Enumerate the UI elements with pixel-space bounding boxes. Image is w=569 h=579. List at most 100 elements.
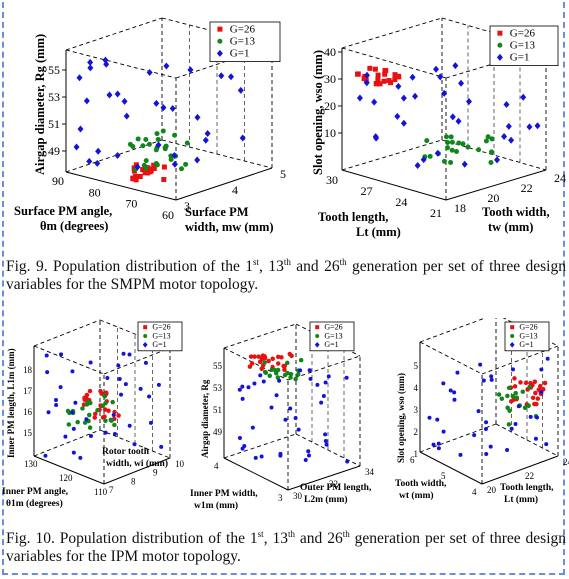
data-point xyxy=(267,373,273,379)
data-point xyxy=(71,450,76,455)
z-tick-label: 1 xyxy=(414,449,419,459)
x-axis-label: θm (degrees) xyxy=(40,219,108,233)
data-point xyxy=(282,367,287,373)
data-point xyxy=(323,432,328,437)
data-point xyxy=(306,449,311,454)
legend-entry: G=13 xyxy=(510,40,536,52)
data-point xyxy=(534,122,541,130)
data-point xyxy=(92,411,98,417)
data-point xyxy=(258,373,263,378)
data-point xyxy=(160,128,166,134)
data-point xyxy=(443,134,449,140)
data-point xyxy=(138,386,143,391)
y-tick-label: 34 xyxy=(365,467,375,477)
data-point xyxy=(44,353,49,358)
box-edge xyxy=(33,345,105,375)
data-point xyxy=(512,376,517,381)
figure-9-plots: 55 53 51 49 90 80 70 60 3 4 5 Airgap diameter, Rg (… xyxy=(14,17,566,239)
data-point xyxy=(84,417,89,422)
data-point xyxy=(395,82,402,90)
data-point xyxy=(248,354,254,359)
data-point xyxy=(344,375,349,380)
figure-10-caption: Fig. 10. Population distribution of the … xyxy=(6,530,566,566)
data-point xyxy=(154,162,160,168)
data-point xyxy=(445,145,451,151)
data-point xyxy=(523,380,529,386)
data-point xyxy=(142,170,148,176)
data-point xyxy=(76,74,83,82)
data-point xyxy=(414,162,421,170)
y-tick-label: 22 xyxy=(525,471,534,481)
data-point xyxy=(478,362,483,367)
data-point xyxy=(496,392,502,397)
data-point xyxy=(289,353,294,359)
x-tick-label: 90 xyxy=(52,174,64,188)
data-point xyxy=(127,352,132,357)
box-edge xyxy=(223,323,297,349)
data-point xyxy=(372,133,379,141)
data-point xyxy=(123,382,128,387)
data-point xyxy=(114,152,121,160)
data-point xyxy=(109,418,114,423)
data-point xyxy=(184,140,190,146)
data-point xyxy=(534,415,539,420)
data-point xyxy=(400,94,407,102)
y-axis-label: width, mw (mm) xyxy=(185,220,274,234)
data-point xyxy=(537,383,543,389)
data-point xyxy=(363,77,369,83)
data-point xyxy=(103,418,108,423)
data-point xyxy=(400,119,407,127)
data-point xyxy=(386,78,392,84)
data-point xyxy=(266,358,271,364)
data-point xyxy=(153,99,160,107)
x-axis xyxy=(419,451,483,485)
data-point xyxy=(112,431,117,436)
x-axis-label: Inner PM width, xyxy=(190,489,258,499)
data-point xyxy=(82,420,88,425)
data-point xyxy=(106,408,111,414)
data-point xyxy=(116,363,121,368)
box-edge xyxy=(419,318,487,343)
fig10-sup: st xyxy=(257,529,264,539)
data-point xyxy=(143,136,149,142)
data-point xyxy=(494,156,501,164)
data-point xyxy=(132,442,137,447)
data-point xyxy=(247,364,253,369)
y-axis xyxy=(445,169,547,201)
data-point xyxy=(237,86,244,94)
y-tick-label: 9 xyxy=(153,468,158,478)
data-point xyxy=(163,62,170,70)
data-point xyxy=(489,377,494,382)
data-point xyxy=(66,422,72,427)
data-point xyxy=(441,158,447,164)
z-axis-label: Inner PM length, L1m (mm) xyxy=(6,348,16,458)
data-point xyxy=(216,49,223,57)
box-edge xyxy=(99,319,171,349)
data-point xyxy=(489,374,494,379)
data-point xyxy=(130,176,136,182)
data-point xyxy=(100,403,106,409)
data-point xyxy=(293,376,298,382)
data-point xyxy=(273,370,279,376)
data-point xyxy=(394,112,401,120)
data-point xyxy=(445,139,451,145)
x-tick-label: 130 xyxy=(24,459,38,469)
y-axis-label: L2m (mm) xyxy=(304,494,348,505)
z-tick-label: 15 xyxy=(23,428,33,438)
data-point xyxy=(511,367,516,372)
data-point xyxy=(458,79,465,87)
legend-entry: G=1 xyxy=(324,340,338,349)
data-point xyxy=(137,174,143,180)
x-tick-label: 110 xyxy=(94,487,108,497)
data-point xyxy=(435,417,440,422)
data-point xyxy=(256,354,261,359)
box-edge xyxy=(33,429,101,457)
data-point xyxy=(448,134,454,140)
z-tick-label: 53 xyxy=(213,383,223,393)
data-point xyxy=(250,425,255,430)
data-point xyxy=(161,164,167,170)
data-point xyxy=(87,64,94,72)
data-point xyxy=(253,455,258,460)
z-tick-label: 49 xyxy=(213,427,223,437)
data-point xyxy=(237,387,242,392)
